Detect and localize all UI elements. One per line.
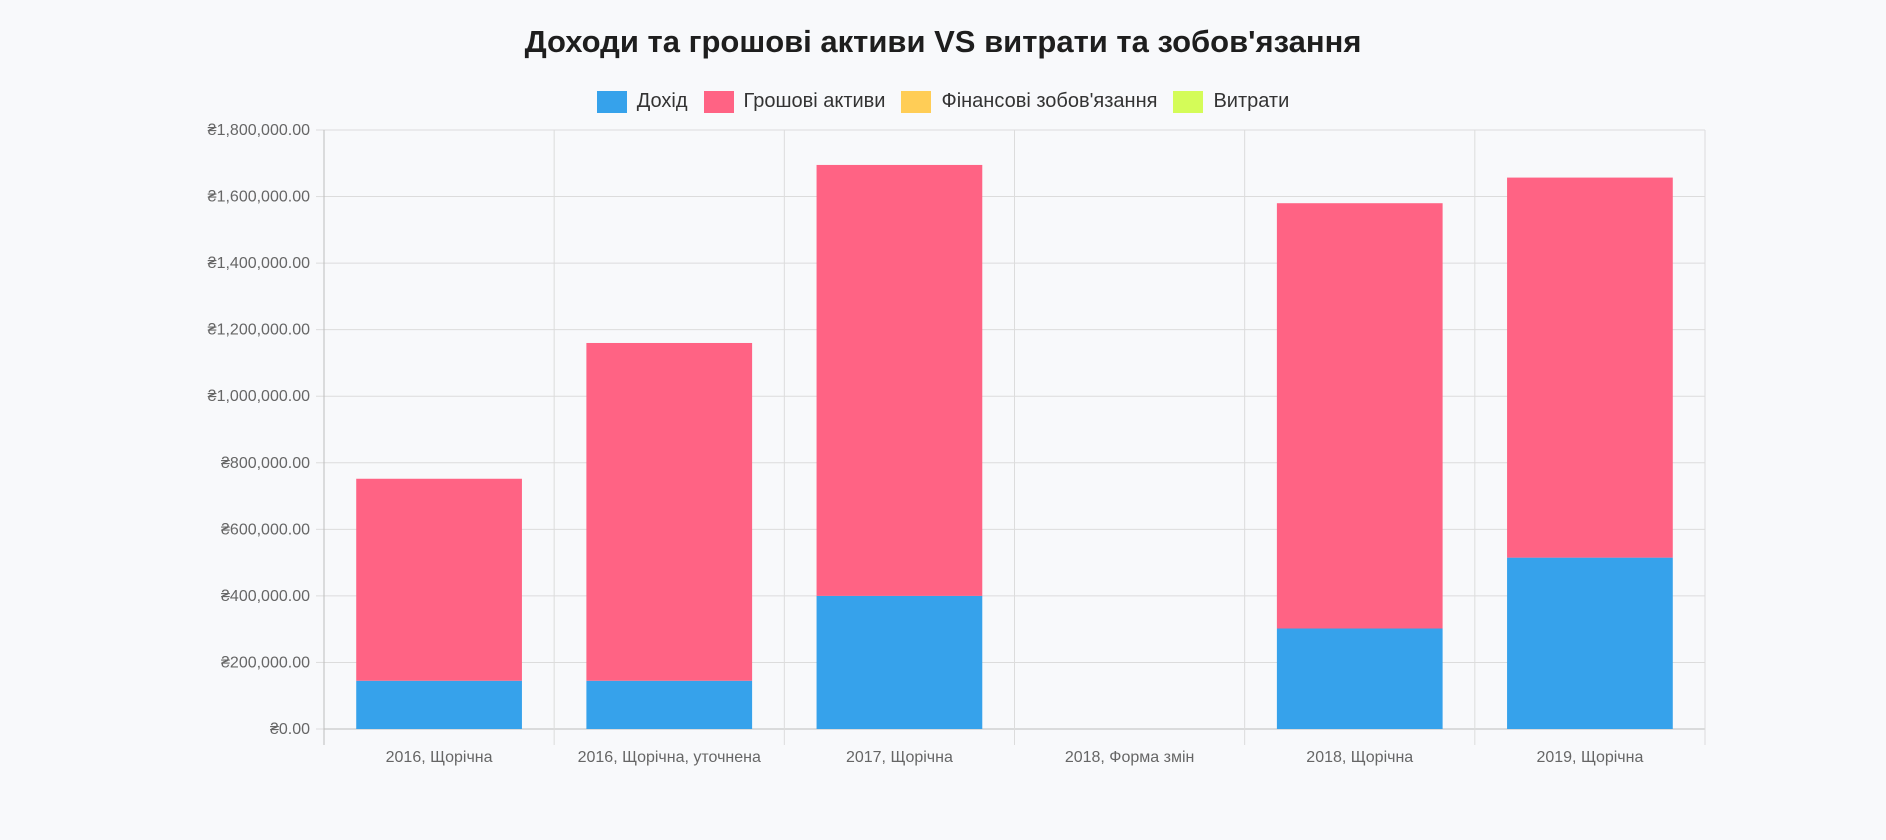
x-tick-label: 2016, Щорічна xyxy=(386,749,493,766)
legend-swatch xyxy=(1173,90,1204,113)
legend-label: Дохід xyxy=(636,90,688,112)
y-tick-label: ₴0.00 xyxy=(270,721,310,738)
bar-segment[interactable] xyxy=(586,342,753,681)
y-tick-label: ₴1,000,000.00 xyxy=(208,388,310,405)
legend-swatch xyxy=(596,90,627,113)
y-tick-label: ₴400,000.00 xyxy=(221,588,310,605)
x-tick-label: 2016, Щорічна, уточнена xyxy=(578,749,761,766)
legend-item[interactable]: Грошові активи xyxy=(703,90,886,113)
x-tick-label: 2019, Щорічна xyxy=(1536,749,1643,766)
x-tick-label: 2018, Щорічна xyxy=(1306,749,1413,766)
bar-segment[interactable] xyxy=(816,595,983,729)
bar-segment[interactable] xyxy=(816,164,983,596)
y-tick-label: ₴1,200,000.00 xyxy=(208,322,310,339)
bar-segment[interactable] xyxy=(356,680,522,729)
bar-segment[interactable] xyxy=(1276,203,1443,629)
legend-label: Фінансові зобов'язання xyxy=(941,90,1158,112)
y-tick-label: ₴800,000.00 xyxy=(221,455,310,472)
bar-segment[interactable] xyxy=(1507,177,1673,558)
legend-item[interactable]: Витрати xyxy=(1173,90,1289,113)
y-tick-label: ₴600,000.00 xyxy=(221,521,310,538)
legend-label: Витрати xyxy=(1213,90,1290,112)
legend-item[interactable]: Дохід xyxy=(596,90,688,113)
legend-swatch xyxy=(703,90,734,113)
bar-segment[interactable] xyxy=(356,478,522,681)
x-tick-label: 2017, Щорічна xyxy=(846,749,953,766)
legend-item[interactable]: Фінансові зобов'язання xyxy=(901,90,1157,113)
bar-segment[interactable] xyxy=(586,680,753,729)
bar-segment[interactable] xyxy=(1276,628,1443,729)
legend-swatch xyxy=(901,90,932,113)
bar-segment[interactable] xyxy=(1507,557,1673,729)
y-tick-label: ₴200,000.00 xyxy=(221,654,310,671)
legend-label: Грошові активи xyxy=(743,90,886,112)
chart-title: Доходи та грошові активи VS витрати та з… xyxy=(524,24,1362,59)
y-tick-label: ₴1,800,000.00 xyxy=(208,122,310,139)
y-tick-label: ₴1,400,000.00 xyxy=(208,255,310,272)
y-tick-label: ₴1,600,000.00 xyxy=(208,189,310,206)
chart-legend: Дохід Грошові активи Фінансові зобов'язанн… xyxy=(0,90,1886,113)
x-tick-label: 2018, Форма змін xyxy=(1065,749,1195,766)
